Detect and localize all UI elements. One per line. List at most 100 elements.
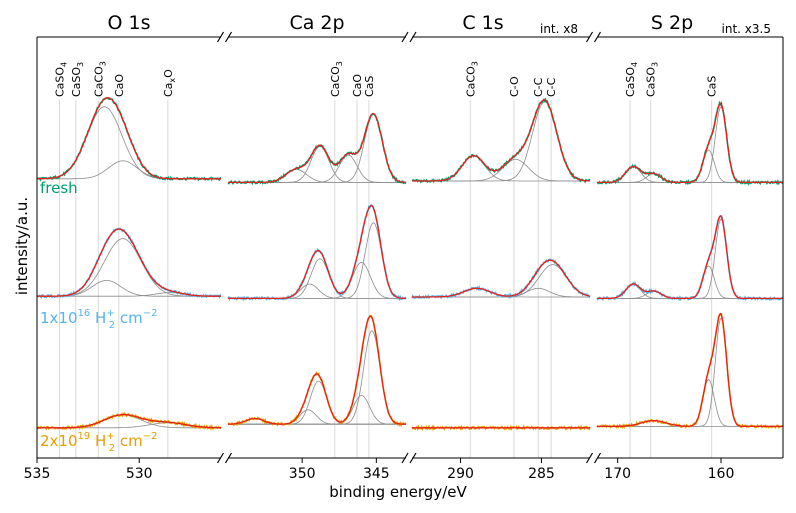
component-label: CaS [363, 76, 376, 97]
component-label: CaSO4 [53, 62, 68, 97]
fit-component [597, 149, 783, 183]
fit-envelope [37, 97, 221, 180]
axis-break-gap [590, 452, 597, 464]
axis-break-mark [224, 452, 233, 464]
fit-component [412, 159, 590, 182]
component-label: CaCO3 [464, 61, 479, 97]
component-label: CaO [351, 74, 364, 97]
x-tick-label: 170 [604, 466, 631, 482]
axis-break-gap [221, 31, 228, 43]
component-label: C-O [508, 76, 521, 97]
fit-component [228, 261, 406, 299]
axis-break-mark [216, 452, 225, 464]
labels-overlay: binding energy/eV intensity/a.u. fresh 1x… [13, 179, 467, 501]
axis-break-gap [221, 452, 228, 464]
fit-component [228, 145, 406, 183]
axis-break-mark [216, 31, 225, 43]
fit-component [412, 264, 591, 298]
panel-s-2p: S 2p int. x3.5 CaSO4 CaSO3 CaS [596, 12, 784, 458]
component-label: CaSO3 [645, 62, 660, 97]
sample-label-h1: 1x1016 H+ 2 cm−2 [40, 308, 157, 331]
axis-break-mark [409, 31, 417, 43]
spectrum-h2 [227, 314, 407, 428]
fit-component [597, 379, 783, 427]
component-label: C-C [532, 77, 545, 97]
spectrum-h1 [596, 215, 784, 302]
intensity-multiplier: int. x8 [540, 22, 578, 36]
x-tick-label: 350 [289, 466, 316, 482]
fit-envelope [37, 413, 221, 429]
axis-break-mark [585, 31, 594, 43]
fit-component [597, 317, 783, 427]
fit-component [597, 173, 783, 183]
sample-label-h2: 2x1019 H+ 2 cm−2 [40, 431, 157, 454]
axes-frame: 535 530 350 345 290 285 170 160 [24, 31, 784, 482]
axis-break-gap [590, 31, 597, 43]
component-label: CaSO3 [70, 62, 85, 97]
axis-break-mark [224, 31, 233, 43]
component-label: CaO [113, 74, 126, 97]
x-tick-label: 290 [447, 466, 474, 482]
panel-title: O 1s [108, 12, 151, 34]
spectrum-h2 [36, 411, 222, 431]
spectrum-h2 [596, 312, 784, 430]
fit-component [228, 258, 406, 299]
x-tick-label: 345 [363, 466, 390, 482]
fit-envelope [597, 312, 783, 428]
component-label: C-C [545, 77, 558, 97]
spectrum-fresh [596, 100, 784, 186]
fit-component [228, 283, 406, 299]
x-axis-label: binding energy/eV [329, 483, 467, 501]
component-label: CaSO4 [624, 62, 639, 97]
spectrum-h1 [411, 258, 591, 300]
fit-envelope [228, 315, 406, 425]
x-tick-label: 285 [528, 466, 555, 482]
fit-component [228, 154, 406, 183]
spectrum-h1 [36, 227, 222, 300]
intensity-multiplier: int. x3.5 [722, 22, 771, 36]
axis-break-mark [401, 452, 409, 464]
fit-component [228, 168, 406, 183]
spectrum-fresh [36, 96, 222, 182]
component-label: CaCO3 [329, 61, 344, 97]
fit-envelope [228, 112, 406, 184]
fit-component [597, 265, 783, 299]
axis-break-mark [401, 31, 409, 43]
spectrum-h1 [227, 204, 407, 302]
y-axis-label: intensity/a.u. [13, 197, 31, 295]
x-tick-label: 530 [126, 466, 153, 482]
component-label: CaxO [162, 69, 177, 97]
axis-break-mark [593, 31, 602, 43]
axis-break-mark [409, 452, 417, 464]
axis-break-mark [593, 452, 602, 464]
panel-title: C 1s [462, 12, 503, 34]
fit-component [228, 394, 406, 425]
fit-envelope [228, 204, 406, 300]
component-label: CaS [706, 76, 719, 97]
x-tick-label: 160 [708, 466, 735, 482]
fit-component [37, 238, 221, 297]
panel-title: S 2p [651, 12, 693, 34]
axis-break-gap [406, 452, 412, 464]
fit-component [228, 330, 406, 425]
fit-component [597, 106, 783, 183]
fit-envelope [412, 259, 591, 298]
fit-envelope [37, 228, 221, 297]
sample-label-fresh: fresh [40, 179, 78, 197]
axis-break-mark [585, 452, 594, 464]
panel-c-1s: C 1s int. x8 CaCO3 C-O C-C C-C [411, 12, 591, 458]
fit-envelope [597, 102, 783, 184]
spectrum-fresh [227, 112, 407, 186]
component-label: CaCO3 [92, 61, 107, 97]
fit-component [37, 106, 221, 180]
fit-envelope [597, 215, 783, 300]
x-tick-label: 535 [24, 466, 51, 482]
panel-title: Ca 2p [289, 12, 344, 34]
fit-component [597, 218, 783, 299]
fit-envelope [412, 99, 590, 182]
